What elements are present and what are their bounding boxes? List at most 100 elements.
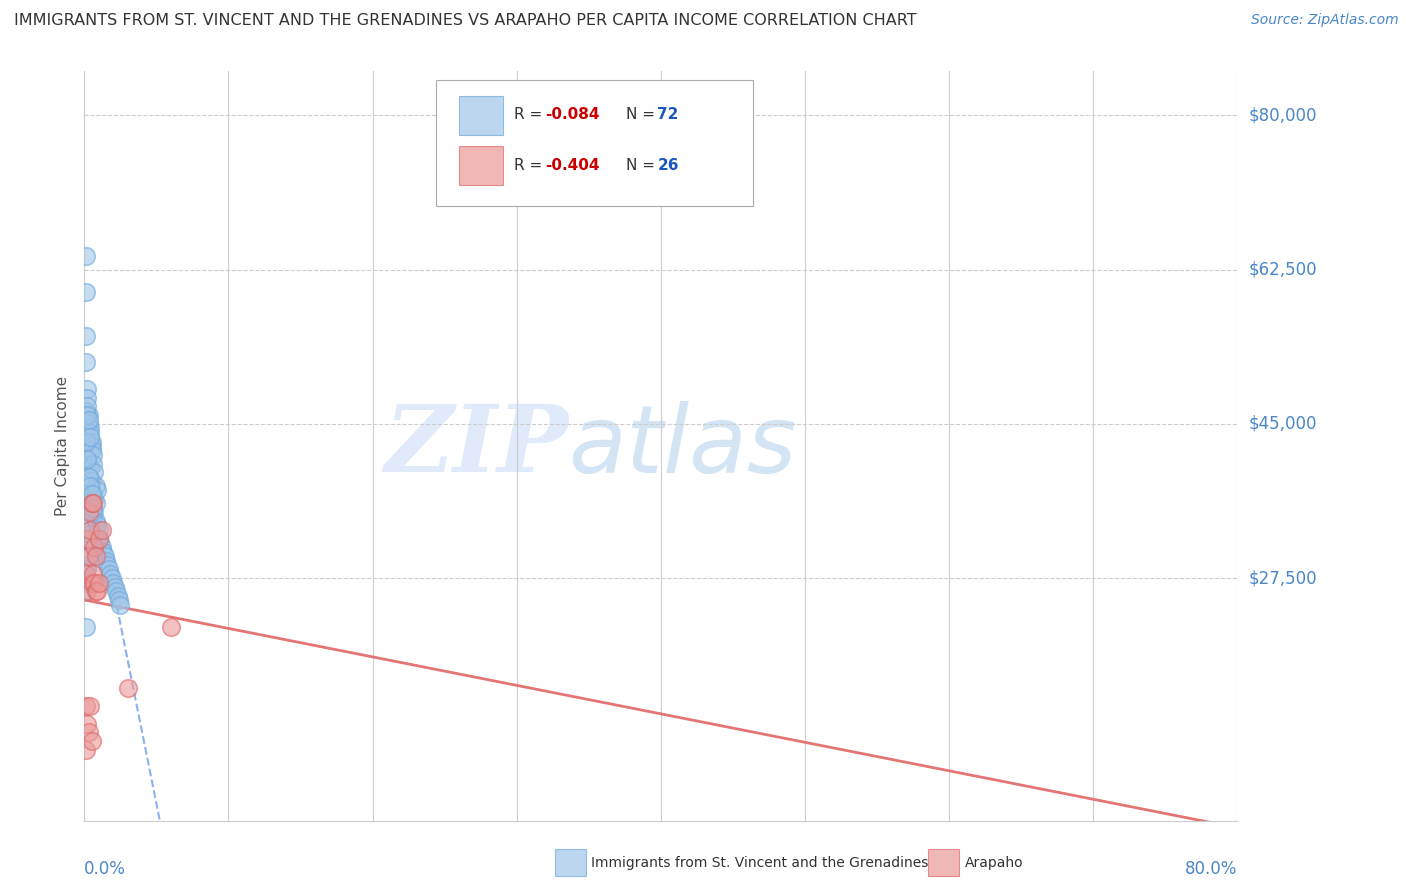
Point	[86, 518, 108, 533]
Point	[84, 584, 107, 599]
Text: 80.0%: 80.0%	[1185, 860, 1237, 878]
Point	[80, 536, 103, 550]
Text: IMMIGRANTS FROM ST. VINCENT AND THE GRENADINES VS ARAPAHO PER CAPITA INCOME CORR: IMMIGRANTS FROM ST. VINCENT AND THE GREN…	[14, 13, 917, 29]
Text: 0.0%: 0.0%	[84, 860, 127, 878]
Point	[87, 532, 110, 546]
Point	[80, 443, 103, 458]
Point	[80, 505, 103, 519]
Point	[79, 421, 101, 435]
Point	[76, 558, 98, 572]
Point	[77, 725, 100, 739]
Text: N =: N =	[626, 107, 659, 122]
Point	[75, 250, 97, 264]
Point	[105, 584, 128, 599]
Text: Immigrants from St. Vincent and the Grenadines: Immigrants from St. Vincent and the Gren…	[591, 855, 928, 870]
Point	[79, 523, 101, 537]
Point	[79, 523, 101, 537]
Point	[77, 412, 100, 426]
Point	[75, 355, 97, 369]
Point	[76, 408, 98, 422]
Point	[76, 487, 98, 501]
Point	[76, 716, 98, 731]
Point	[90, 523, 112, 537]
Point	[77, 417, 100, 431]
Point	[76, 532, 98, 546]
Point	[79, 461, 101, 475]
Point	[86, 483, 108, 497]
Point	[75, 566, 97, 581]
Point	[84, 496, 107, 510]
Point	[76, 584, 98, 599]
Text: -0.404: -0.404	[546, 158, 600, 172]
Text: $27,500: $27,500	[1249, 569, 1317, 587]
Text: atlas: atlas	[568, 401, 797, 491]
Point	[82, 496, 104, 510]
Point	[104, 580, 127, 594]
Point	[75, 496, 97, 510]
Text: Source: ZipAtlas.com: Source: ZipAtlas.com	[1251, 13, 1399, 28]
FancyBboxPatch shape	[460, 146, 503, 186]
Point	[83, 575, 105, 590]
Point	[87, 532, 110, 546]
Point	[84, 514, 107, 528]
Text: R =: R =	[515, 107, 547, 122]
Point	[97, 562, 120, 576]
Point	[79, 500, 101, 515]
Point	[80, 496, 103, 510]
Text: ZIP: ZIP	[384, 401, 568, 491]
Point	[96, 558, 118, 572]
Point	[110, 598, 132, 612]
Text: 72: 72	[658, 107, 679, 122]
Point	[75, 584, 97, 599]
Point	[91, 545, 114, 559]
Point	[80, 487, 103, 501]
Text: $62,500: $62,500	[1249, 260, 1317, 278]
Point	[80, 734, 103, 748]
Point	[77, 457, 100, 471]
Point	[82, 566, 104, 581]
Point	[83, 505, 105, 519]
Point	[83, 466, 105, 480]
Point	[93, 549, 115, 564]
Point	[77, 408, 100, 422]
Point	[100, 571, 122, 585]
Point	[76, 391, 98, 405]
Point	[82, 457, 104, 471]
Point	[80, 575, 103, 590]
Point	[94, 553, 117, 567]
Point	[160, 620, 183, 634]
Point	[103, 575, 124, 590]
Point	[82, 487, 104, 501]
Point	[108, 593, 131, 607]
Y-axis label: Per Capita Income: Per Capita Income	[55, 376, 70, 516]
Point	[77, 470, 100, 484]
Point	[82, 448, 104, 462]
Point	[77, 496, 100, 510]
Point	[117, 681, 139, 696]
Point	[75, 328, 97, 343]
Point	[84, 549, 107, 564]
Point	[75, 403, 97, 417]
Point	[80, 434, 103, 449]
Point	[77, 505, 100, 519]
Point	[83, 491, 105, 506]
Point	[75, 620, 97, 634]
Point	[75, 699, 97, 714]
Point	[76, 562, 98, 576]
Point	[80, 475, 103, 489]
Point	[82, 509, 104, 524]
Point	[87, 523, 110, 537]
Text: $80,000: $80,000	[1249, 106, 1317, 125]
Point	[75, 285, 97, 299]
FancyBboxPatch shape	[460, 96, 503, 135]
Point	[80, 439, 103, 453]
Point	[79, 699, 101, 714]
Point	[76, 382, 98, 396]
Text: N =: N =	[626, 158, 659, 172]
Point	[76, 434, 98, 449]
Text: 26: 26	[658, 158, 679, 172]
Point	[77, 549, 100, 564]
Point	[107, 589, 129, 603]
Text: -0.084: -0.084	[546, 107, 600, 122]
Point	[76, 400, 98, 414]
